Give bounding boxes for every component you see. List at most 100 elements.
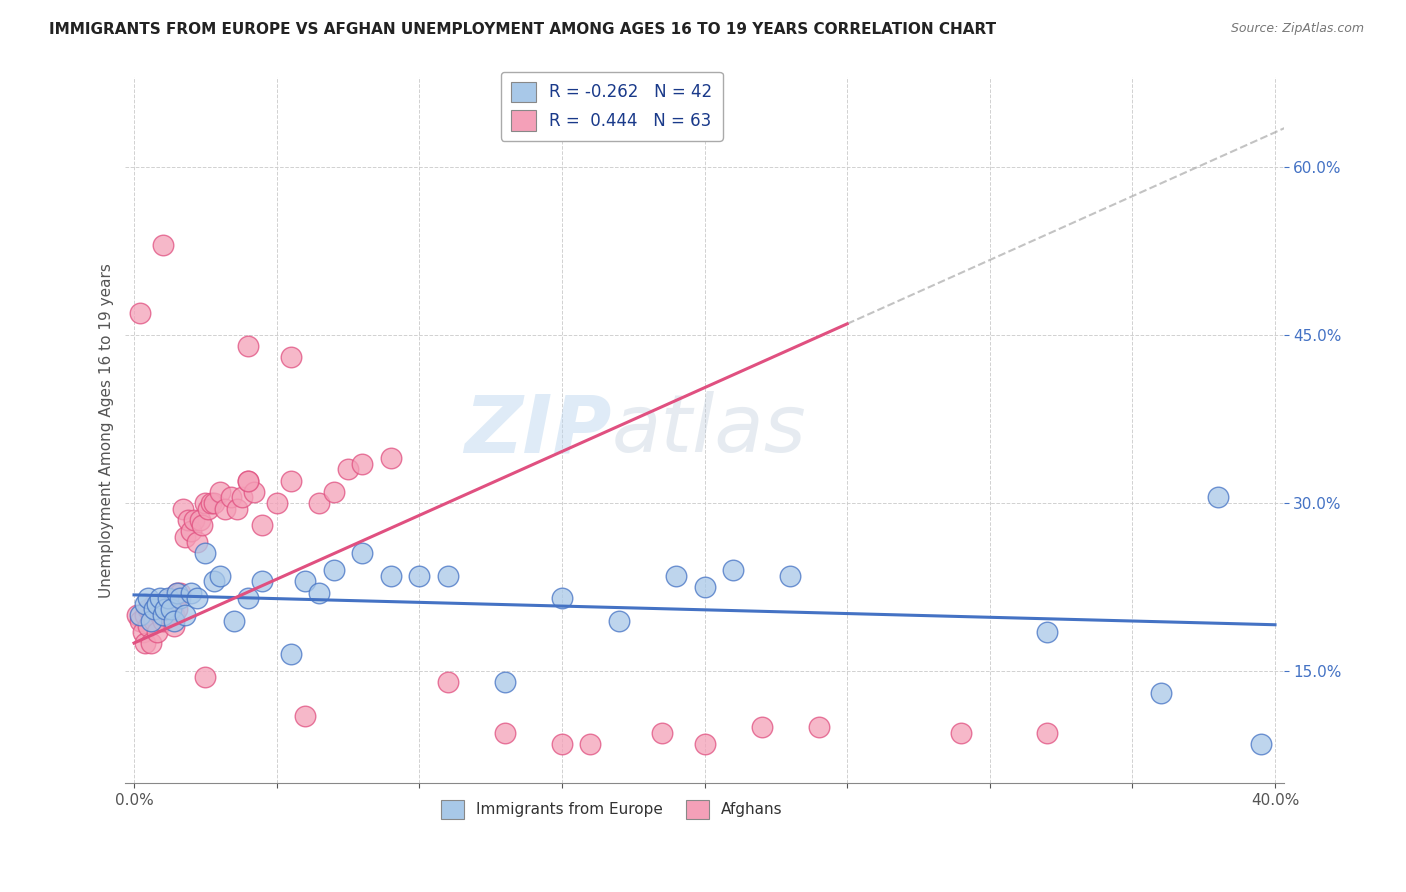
Point bbox=[128, 614, 150, 628]
Point bbox=[231, 491, 253, 505]
Point bbox=[157, 591, 180, 606]
Point bbox=[214, 501, 236, 516]
Point bbox=[139, 636, 162, 650]
Point bbox=[693, 737, 716, 751]
Point bbox=[186, 535, 208, 549]
Point bbox=[779, 569, 801, 583]
Point bbox=[194, 546, 217, 560]
Point bbox=[236, 474, 259, 488]
Point bbox=[693, 580, 716, 594]
Point bbox=[551, 591, 574, 606]
Point bbox=[266, 496, 288, 510]
Point bbox=[146, 597, 169, 611]
Point bbox=[166, 602, 188, 616]
Text: ZIP: ZIP bbox=[464, 392, 612, 469]
Point bbox=[236, 339, 259, 353]
Point bbox=[1036, 725, 1059, 739]
Point bbox=[336, 462, 359, 476]
Point bbox=[322, 563, 344, 577]
Point bbox=[163, 614, 186, 628]
Point bbox=[252, 574, 274, 589]
Point bbox=[163, 608, 186, 623]
Point bbox=[807, 720, 830, 734]
Point bbox=[352, 457, 374, 471]
Point bbox=[1150, 686, 1173, 700]
Point bbox=[308, 585, 330, 599]
Point bbox=[352, 546, 374, 560]
Point bbox=[152, 608, 174, 623]
Point bbox=[252, 518, 274, 533]
Point bbox=[436, 675, 458, 690]
Text: Source: ZipAtlas.com: Source: ZipAtlas.com bbox=[1230, 22, 1364, 36]
Point bbox=[950, 725, 973, 739]
Point bbox=[146, 597, 169, 611]
Point bbox=[1036, 624, 1059, 639]
Point bbox=[188, 513, 211, 527]
Point bbox=[163, 619, 186, 633]
Point bbox=[160, 591, 183, 606]
Point bbox=[169, 591, 191, 606]
Point bbox=[152, 614, 174, 628]
Point bbox=[183, 513, 205, 527]
Point bbox=[607, 614, 630, 628]
Legend: Immigrants from Europe, Afghans: Immigrants from Europe, Afghans bbox=[434, 794, 789, 825]
Point bbox=[136, 591, 159, 606]
Point bbox=[149, 591, 172, 606]
Point bbox=[191, 518, 214, 533]
Point bbox=[149, 597, 172, 611]
Point bbox=[280, 474, 302, 488]
Point bbox=[134, 608, 156, 623]
Point bbox=[157, 608, 180, 623]
Point bbox=[219, 491, 242, 505]
Point bbox=[180, 585, 202, 599]
Point bbox=[380, 451, 402, 466]
Point bbox=[208, 569, 231, 583]
Point bbox=[166, 585, 188, 599]
Point bbox=[294, 709, 316, 723]
Point bbox=[222, 614, 245, 628]
Point bbox=[134, 597, 156, 611]
Point bbox=[128, 608, 150, 623]
Point bbox=[131, 624, 153, 639]
Point bbox=[139, 608, 162, 623]
Point bbox=[551, 737, 574, 751]
Point bbox=[200, 496, 222, 510]
Point bbox=[136, 619, 159, 633]
Point bbox=[174, 608, 197, 623]
Point bbox=[152, 608, 174, 623]
Point bbox=[651, 725, 673, 739]
Point bbox=[579, 737, 602, 751]
Point bbox=[155, 602, 177, 616]
Point bbox=[143, 602, 166, 616]
Point bbox=[322, 484, 344, 499]
Point bbox=[380, 569, 402, 583]
Point bbox=[149, 608, 172, 623]
Point bbox=[177, 513, 200, 527]
Point bbox=[280, 647, 302, 661]
Point bbox=[169, 585, 191, 599]
Point bbox=[202, 496, 225, 510]
Point bbox=[208, 484, 231, 499]
Point bbox=[225, 501, 247, 516]
Point bbox=[152, 238, 174, 252]
Point bbox=[197, 501, 219, 516]
Point bbox=[166, 585, 188, 599]
Point bbox=[186, 591, 208, 606]
Point bbox=[408, 569, 430, 583]
Point bbox=[125, 608, 148, 623]
Point bbox=[194, 670, 217, 684]
Text: IMMIGRANTS FROM EUROPE VS AFGHAN UNEMPLOYMENT AMONG AGES 16 TO 19 YEARS CORRELAT: IMMIGRANTS FROM EUROPE VS AFGHAN UNEMPLO… bbox=[49, 22, 997, 37]
Point bbox=[494, 725, 516, 739]
Point bbox=[136, 602, 159, 616]
Point bbox=[236, 591, 259, 606]
Text: atlas: atlas bbox=[612, 392, 807, 469]
Point bbox=[243, 484, 266, 499]
Point bbox=[146, 624, 169, 639]
Point bbox=[174, 530, 197, 544]
Point bbox=[436, 569, 458, 583]
Point bbox=[280, 351, 302, 365]
Point bbox=[134, 636, 156, 650]
Point bbox=[143, 597, 166, 611]
Point bbox=[494, 675, 516, 690]
Point bbox=[194, 496, 217, 510]
